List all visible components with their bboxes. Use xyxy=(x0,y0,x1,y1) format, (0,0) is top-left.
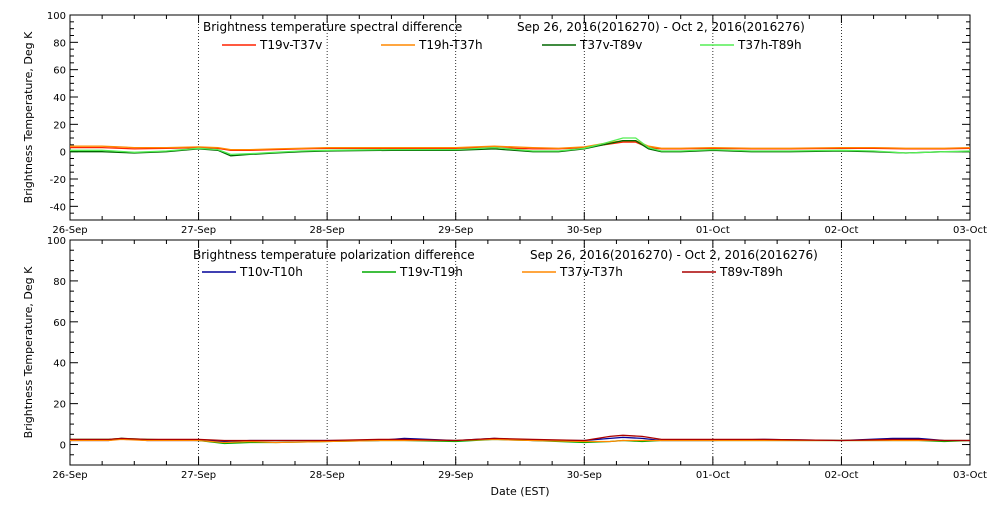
x-tick-label: 02-Oct xyxy=(824,470,858,481)
y-tick-label: -40 xyxy=(50,202,66,213)
x-tick-label: 28-Sep xyxy=(310,470,345,481)
y-tick-label: 20 xyxy=(53,120,66,131)
chart-date-range: Sep 26, 2016(2016270) - Oct 2, 2016(2016… xyxy=(530,248,818,262)
chart-title: Brightness temperature spectral differen… xyxy=(203,20,462,34)
y-tick-label: 100 xyxy=(47,236,66,247)
x-axis-label: Date (EST) xyxy=(490,485,549,498)
y-axis-label: Brightness Temperature, Deg K xyxy=(22,31,35,203)
x-tick-label: 01-Oct xyxy=(696,470,730,481)
y-tick-label: 60 xyxy=(53,318,66,329)
x-tick-label: 26-Sep xyxy=(52,225,87,236)
legend-label: T37v-T37h xyxy=(559,265,623,279)
x-tick-label: 02-Oct xyxy=(824,225,858,236)
plot-frame xyxy=(69,14,971,221)
legend-label: T19v-T19h xyxy=(399,265,463,279)
x-tick-label: 03-Oct xyxy=(953,470,987,481)
y-tick-label: 80 xyxy=(53,277,66,288)
x-tick-label: 01-Oct xyxy=(696,225,730,236)
series-line-t37h-t89h xyxy=(70,137,971,156)
y-tick-label: 40 xyxy=(53,359,66,370)
x-tick-label: 30-Sep xyxy=(567,225,602,236)
y-tick-label: -20 xyxy=(50,175,66,186)
series-line-t37v-t89v xyxy=(70,140,970,157)
chart-date-range: Sep 26, 2016(2016270) - Oct 2, 2016(2016… xyxy=(517,20,805,34)
chart-title: Brightness temperature polarization diff… xyxy=(193,248,475,262)
legend-label: T10v-T10h xyxy=(239,265,303,279)
y-tick-label: 60 xyxy=(53,66,66,77)
x-tick-label: 27-Sep xyxy=(181,470,216,481)
plot-frame xyxy=(69,239,971,466)
y-tick-label: 20 xyxy=(53,400,66,411)
x-tick-label: 03-Oct xyxy=(953,225,987,236)
legend-label: T19h-T37h xyxy=(418,38,483,52)
polarization-difference-panel: 26-Sep 27-Sep 28-Sep 29-Sep 30-Sep 01-Oct 02-O… xyxy=(22,236,987,498)
legend-label: T89v-T89h xyxy=(719,265,783,279)
series-line-t19h-t37h xyxy=(70,140,971,151)
legend-label: T37h-T89h xyxy=(737,38,802,52)
legend-label: T19v-T37v xyxy=(259,38,322,52)
x-tick-label: 26-Sep xyxy=(52,470,87,481)
y-tick-label: 100 xyxy=(47,11,66,22)
x-tick-label: 30-Sep xyxy=(567,470,602,481)
y-tick-label: 40 xyxy=(53,93,66,104)
x-tick-label: 29-Sep xyxy=(438,225,473,236)
y-tick-label: 80 xyxy=(53,38,66,49)
series-line-t89v-t89h xyxy=(70,434,970,442)
x-tick-label: 29-Sep xyxy=(438,470,473,481)
y-tick-label: 0 xyxy=(60,148,66,159)
x-tick-label: 27-Sep xyxy=(181,225,216,236)
y-axis-label: Brightness Temperature, Deg K xyxy=(22,266,35,438)
spectral-difference-panel: 26-Sep 27-Sep 28-Sep 29-Sep 30-Sep 01-Oct 02-O… xyxy=(22,11,987,236)
legend-label: T37v-T89v xyxy=(579,38,642,52)
x-tick-label: 28-Sep xyxy=(310,225,345,236)
y-tick-label: 0 xyxy=(60,441,66,452)
